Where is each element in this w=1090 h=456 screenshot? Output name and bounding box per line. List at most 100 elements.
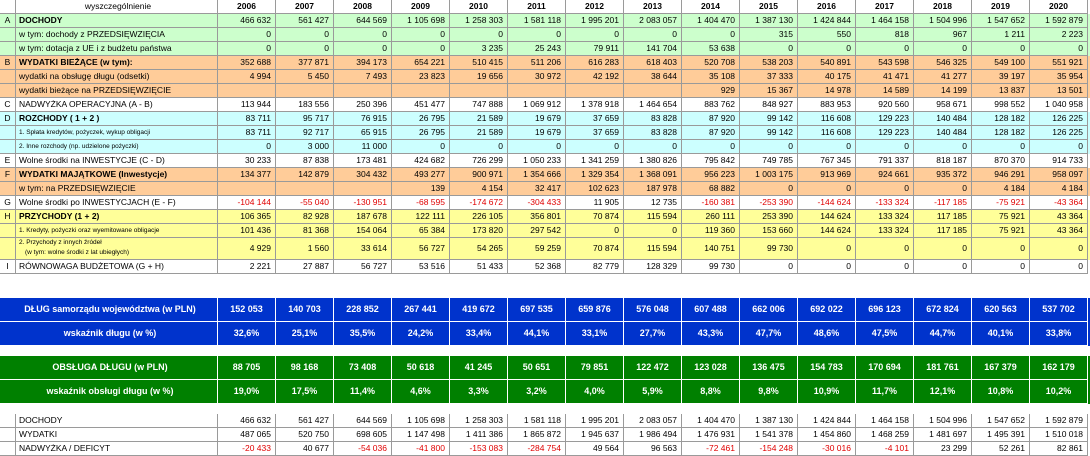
service-value[interactable]: 136 475: [740, 356, 798, 380]
value-cell[interactable]: 0: [798, 182, 856, 196]
value-cell[interactable]: 173 820: [450, 224, 508, 238]
value-cell[interactable]: 42 192: [566, 70, 624, 84]
summary-letter-cell[interactable]: [0, 428, 16, 442]
value-cell[interactable]: 14 978: [798, 84, 856, 98]
debt-value[interactable]: 697 535: [508, 298, 566, 322]
service-ratio-value[interactable]: 17,5%: [276, 380, 334, 404]
row-letter[interactable]: [0, 84, 16, 98]
value-cell[interactable]: 65 384: [392, 224, 450, 238]
value-cell[interactable]: 2 083 057: [624, 14, 682, 28]
service-value[interactable]: 170 694: [856, 356, 914, 380]
value-cell[interactable]: 0: [334, 28, 392, 42]
value-cell[interactable]: 115 594: [624, 210, 682, 224]
row-letter[interactable]: [0, 182, 16, 196]
debt-value[interactable]: 672 824: [914, 298, 972, 322]
value-cell[interactable]: 511 206: [508, 56, 566, 70]
year-header[interactable]: 2007: [276, 0, 334, 14]
value-cell[interactable]: 920 560: [856, 98, 914, 112]
row-label[interactable]: w tym: dotacja z UE i z budżetu państwa: [16, 42, 218, 56]
value-cell[interactable]: 0: [856, 140, 914, 154]
value-cell[interactable]: 129 223: [856, 112, 914, 126]
value-cell[interactable]: 1 468 259: [856, 428, 914, 442]
year-header[interactable]: 2019: [972, 0, 1030, 14]
value-cell[interactable]: 122 111: [392, 210, 450, 224]
value-cell[interactable]: 0: [624, 224, 682, 238]
value-cell[interactable]: 654 221: [392, 56, 450, 70]
value-cell[interactable]: 0: [798, 140, 856, 154]
value-cell[interactable]: 0: [914, 42, 972, 56]
value-cell[interactable]: -154 248: [740, 442, 798, 456]
value-cell[interactable]: -4 101: [856, 442, 914, 456]
value-cell[interactable]: 14 199: [914, 84, 972, 98]
value-cell[interactable]: 7 493: [334, 70, 392, 84]
value-cell[interactable]: 1 069 912: [508, 98, 566, 112]
value-cell[interactable]: 75 921: [972, 210, 1030, 224]
value-cell[interactable]: 0: [856, 42, 914, 56]
value-cell[interactable]: 487 065: [218, 428, 276, 442]
value-cell[interactable]: 466 632: [218, 14, 276, 28]
value-cell[interactable]: 956 223: [682, 168, 740, 182]
row-letter[interactable]: [0, 238, 16, 260]
value-cell[interactable]: 187 678: [334, 210, 392, 224]
value-cell[interactable]: 1 211: [972, 28, 1030, 42]
value-cell[interactable]: 1 147 498: [392, 428, 450, 442]
debt-ratio-value[interactable]: 33,8%: [1030, 322, 1088, 346]
value-cell[interactable]: 1 865 872: [508, 428, 566, 442]
value-cell[interactable]: 0: [856, 182, 914, 196]
value-cell[interactable]: -133 324: [856, 196, 914, 210]
value-cell[interactable]: 1 541 378: [740, 428, 798, 442]
value-cell[interactable]: 30 972: [508, 70, 566, 84]
value-cell[interactable]: 19 679: [508, 112, 566, 126]
value-cell[interactable]: 914 733: [1030, 154, 1088, 168]
value-cell[interactable]: 466 632: [218, 414, 276, 428]
row-label[interactable]: WYDATKI MAJĄTKOWE (Inwestycje): [16, 168, 218, 182]
value-cell[interactable]: 1 504 996: [914, 414, 972, 428]
value-cell[interactable]: 115 594: [624, 238, 682, 260]
value-cell[interactable]: 0: [914, 238, 972, 260]
row-letter[interactable]: I: [0, 260, 16, 274]
value-cell[interactable]: 747 888: [450, 98, 508, 112]
value-cell[interactable]: [508, 84, 566, 98]
value-cell[interactable]: 998 552: [972, 98, 1030, 112]
value-cell[interactable]: 133 324: [856, 224, 914, 238]
value-cell[interactable]: 154 064: [334, 224, 392, 238]
service-ratio-value[interactable]: 8,8%: [682, 380, 740, 404]
value-cell[interactable]: 56 727: [334, 260, 392, 274]
value-cell[interactable]: 1 547 652: [972, 414, 1030, 428]
value-cell[interactable]: 25 243: [508, 42, 566, 56]
value-cell[interactable]: 0: [276, 28, 334, 42]
value-cell[interactable]: 2 083 057: [624, 414, 682, 428]
value-cell[interactable]: 52 368: [508, 260, 566, 274]
value-cell[interactable]: 297 542: [508, 224, 566, 238]
value-cell[interactable]: 1 424 844: [798, 14, 856, 28]
value-cell[interactable]: 1 050 233: [508, 154, 566, 168]
value-cell[interactable]: 83 828: [624, 126, 682, 140]
value-cell[interactable]: 0: [914, 260, 972, 274]
row-label[interactable]: 2. Inne rozchody (np. udzielone pożyczki…: [16, 140, 218, 154]
value-cell[interactable]: 1 945 637: [566, 428, 624, 442]
value-cell[interactable]: 394 173: [334, 56, 392, 70]
year-header[interactable]: 2010: [450, 0, 508, 14]
service-value[interactable]: 50 618: [392, 356, 450, 380]
value-cell[interactable]: 1 105 698: [392, 414, 450, 428]
value-cell[interactable]: 140 751: [682, 238, 740, 260]
value-cell[interactable]: 1 105 698: [392, 14, 450, 28]
row-label[interactable]: 2. Przychody z innych źródeł (w tym: woln…: [16, 238, 218, 260]
value-cell[interactable]: 1 368 091: [624, 168, 682, 182]
header-label[interactable]: wyszczególnienie: [16, 0, 218, 14]
row-label[interactable]: ROZCHODY ( 1 + 2 ): [16, 112, 218, 126]
value-cell[interactable]: 0: [972, 260, 1030, 274]
debt-value[interactable]: 140 703: [276, 298, 334, 322]
value-cell[interactable]: 0: [972, 42, 1030, 56]
year-header[interactable]: 2020: [1030, 0, 1088, 14]
service-ratio-value[interactable]: 10,9%: [798, 380, 856, 404]
summary-label[interactable]: NADWYŻKA / DEFICYT: [16, 442, 218, 456]
service-ratio-label[interactable]: wskaźnik obsługi długu (w %): [0, 380, 218, 404]
value-cell[interactable]: 1 476 931: [682, 428, 740, 442]
service-ratio-value[interactable]: 12,1%: [914, 380, 972, 404]
value-cell[interactable]: 144 624: [798, 210, 856, 224]
value-cell[interactable]: 900 971: [450, 168, 508, 182]
value-cell[interactable]: 92 717: [276, 126, 334, 140]
value-cell[interactable]: 35 108: [682, 70, 740, 84]
debt-value[interactable]: 537 702: [1030, 298, 1088, 322]
